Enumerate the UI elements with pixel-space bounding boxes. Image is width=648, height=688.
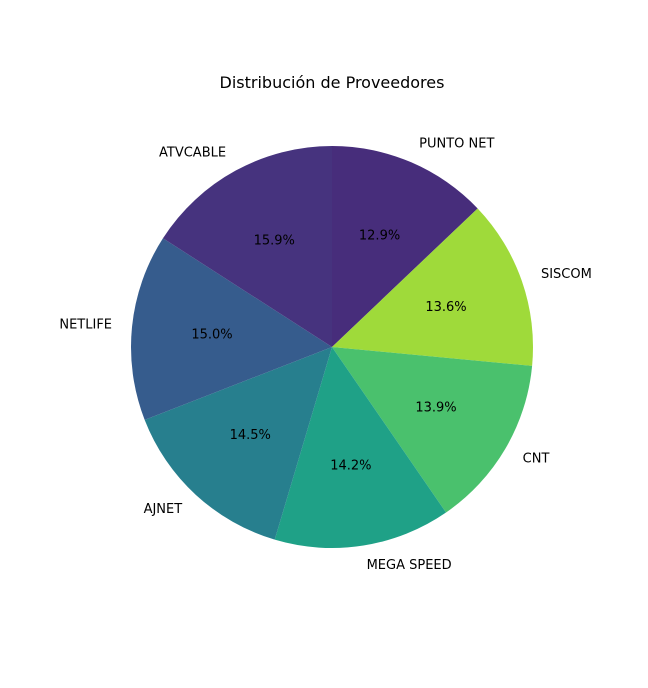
pie-slice-siscom [332,208,533,366]
percent-label: 15.0% [191,327,232,342]
slice-label: ATVCABLE [159,145,226,160]
pie-slice-mega-speed [274,347,447,548]
slice-label: NETLIFE [59,317,112,332]
slice-label: SISCOM [541,267,592,282]
percent-label: 15.9% [254,234,295,249]
slice-label: CNT [523,451,550,466]
pie-slices [131,146,533,548]
pie-slice-punto-net [332,146,478,347]
chart-title: Distribución de Proveedores [220,73,445,92]
slice-label: PUNTO NET [419,136,494,151]
percent-label: 14.5% [230,428,271,443]
pie-slice-atvcable [162,146,332,347]
percent-label: 13.9% [415,401,456,416]
slice-label: MEGA SPEED [367,558,452,573]
pie-slice-cnt [332,347,533,513]
percent-label: 14.2% [330,459,371,474]
pie-slice-ajnet [144,347,332,540]
slice-labels: PUNTO NET SISCOM CNT MEGA SPEED AJNET NETLIFE… [59,136,591,573]
percent-labels: 12.9% 13.6% 13.9% 14.2% 14.5% 15.0% 15.9% [191,229,466,474]
pie-slice-netlife [131,238,332,420]
slice-label: AJNET [144,502,183,517]
percent-label: 13.6% [425,300,466,315]
percent-label: 12.9% [359,229,400,244]
